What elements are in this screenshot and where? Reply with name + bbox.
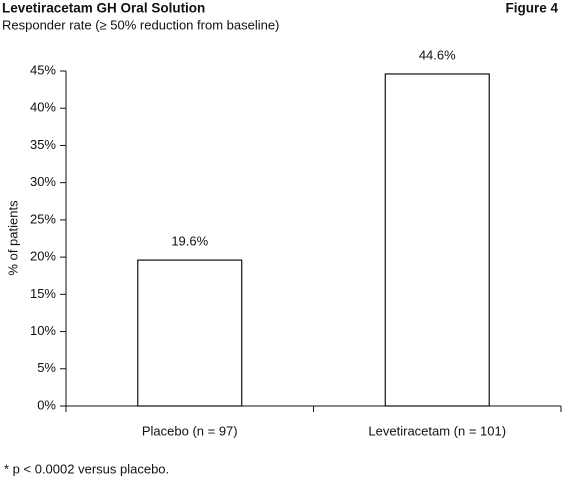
y-tick-label: 35% [30,137,56,152]
x-tick-label: Placebo (n = 97) [142,423,238,438]
y-tick-label: 15% [30,286,56,301]
bar [384,73,490,407]
value-label: 44.6% [419,47,456,62]
footnote: * p < 0.0002 versus placebo. [4,461,169,476]
figure-label: Figure 4 [505,1,558,16]
y-tick-label: 0% [37,397,56,412]
y-tick-label: 40% [30,100,56,115]
value-label: 19.6% [171,234,208,249]
y-tick-label: 30% [30,174,56,189]
y-axis-label: % of patients [5,200,20,276]
x-tick-label: Levetiracetam (n = 101) [368,423,506,438]
chart-title: Levetiracetam GH Oral Solution [2,1,205,16]
bar [137,259,243,407]
y-tick-label: 10% [30,323,56,338]
chart-subtitle: Responder rate (≥ 50% reduction from bas… [2,17,279,32]
y-tick-label: 5% [37,360,56,375]
y-tick-label: 20% [30,249,56,264]
y-tick-label: 45% [30,62,56,77]
y-tick-label: 25% [30,211,56,226]
